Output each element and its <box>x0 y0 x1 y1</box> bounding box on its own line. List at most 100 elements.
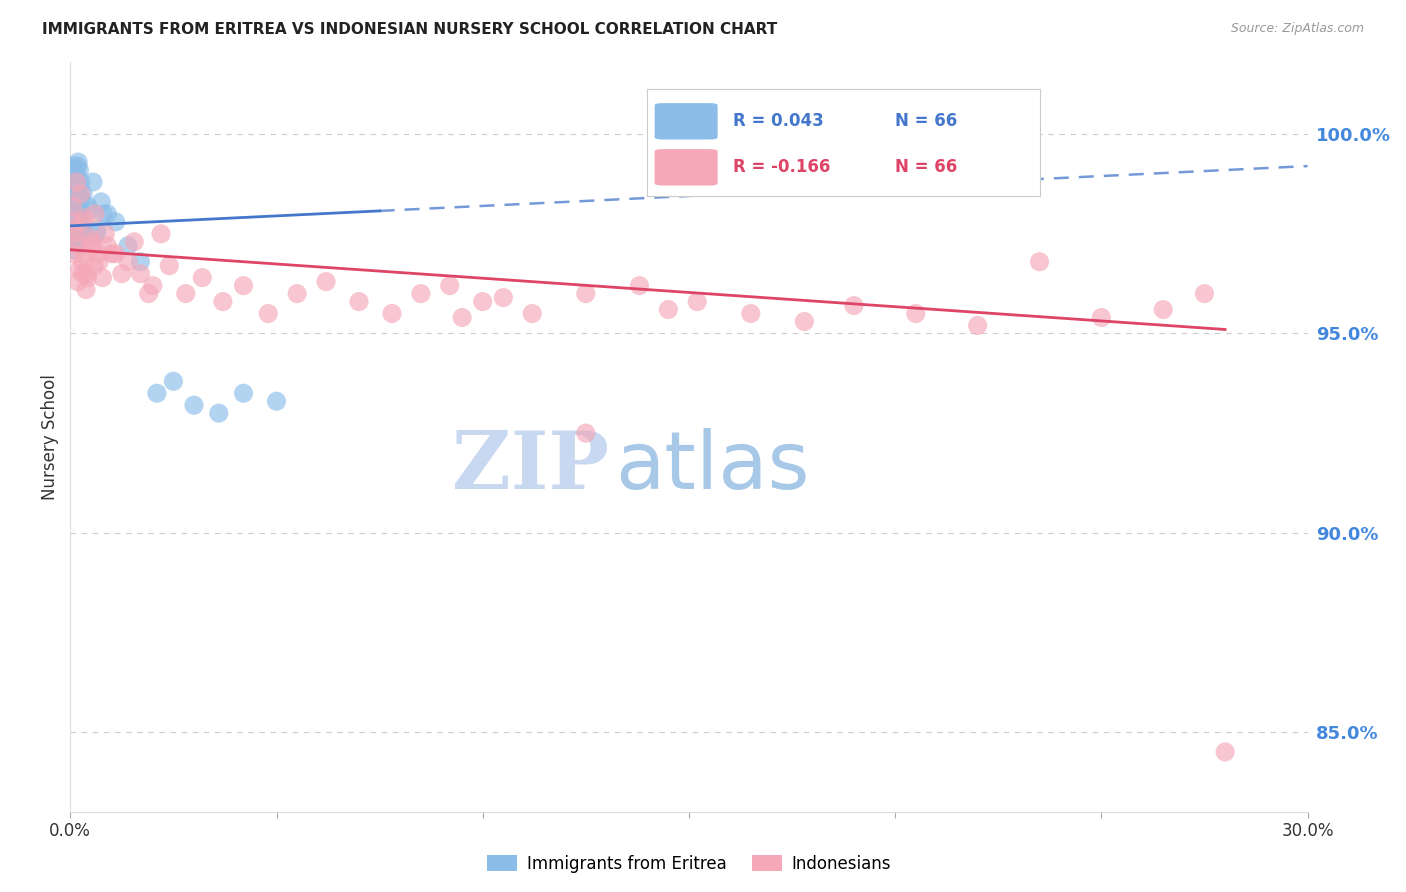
Point <box>65 215 87 229</box>
Point <box>63 227 86 241</box>
Point <box>842 299 865 313</box>
Point <box>67 179 90 194</box>
Point <box>67 163 90 178</box>
Point <box>740 306 762 320</box>
Point <box>1194 286 1216 301</box>
Point <box>66 159 89 173</box>
Point <box>96 207 118 221</box>
Point <box>904 306 927 320</box>
Point <box>628 278 651 293</box>
Point <box>63 159 86 173</box>
Point <box>62 223 84 237</box>
Point <box>1152 302 1174 317</box>
Point <box>75 283 97 297</box>
Text: Source: ZipAtlas.com: Source: ZipAtlas.com <box>1230 22 1364 36</box>
Point <box>65 163 87 178</box>
Point <box>62 243 84 257</box>
Point <box>72 267 94 281</box>
Point <box>157 259 180 273</box>
Point <box>72 254 94 268</box>
Point <box>232 386 254 401</box>
Point <box>91 207 114 221</box>
Point <box>60 215 83 229</box>
Point <box>347 294 370 309</box>
Point <box>60 207 83 221</box>
Point <box>69 194 91 209</box>
Point <box>66 183 89 197</box>
Point <box>82 239 104 253</box>
Text: N = 66: N = 66 <box>894 112 957 130</box>
Point <box>90 194 112 209</box>
Point <box>84 227 107 241</box>
Point <box>117 239 139 253</box>
Point <box>76 199 98 213</box>
Point <box>82 175 104 189</box>
Point <box>100 246 122 260</box>
Point <box>67 211 90 225</box>
Point <box>138 286 160 301</box>
Point <box>966 318 988 333</box>
Point <box>70 219 93 233</box>
Point <box>89 254 111 268</box>
Point <box>65 175 87 189</box>
Point <box>66 183 89 197</box>
Point <box>60 223 83 237</box>
Point <box>63 207 86 221</box>
Point <box>76 270 98 285</box>
Point <box>69 186 91 201</box>
FancyBboxPatch shape <box>655 103 717 139</box>
Point <box>70 215 93 229</box>
Point <box>1213 745 1236 759</box>
Point <box>183 398 205 412</box>
Point <box>66 171 89 186</box>
Point <box>575 286 598 301</box>
Point <box>77 202 100 217</box>
Point <box>72 223 94 237</box>
Legend: Immigrants from Eritrea, Indonesians: Immigrants from Eritrea, Indonesians <box>479 848 898 880</box>
Point <box>117 254 139 268</box>
Point <box>142 278 165 293</box>
Point <box>66 183 89 197</box>
Point <box>65 235 87 249</box>
FancyBboxPatch shape <box>655 149 717 186</box>
Point <box>451 310 474 325</box>
Point <box>65 167 87 181</box>
Point <box>104 246 127 260</box>
Point <box>522 306 544 320</box>
Point <box>471 294 494 309</box>
Point <box>122 235 145 249</box>
Point <box>63 167 86 181</box>
Point <box>69 211 91 225</box>
Point <box>73 211 96 225</box>
Text: atlas: atlas <box>614 428 808 506</box>
Point <box>439 278 461 293</box>
Point <box>315 275 337 289</box>
Point <box>60 199 83 213</box>
Point <box>191 270 214 285</box>
Point <box>80 235 103 249</box>
Point <box>67 262 90 277</box>
Point <box>75 231 97 245</box>
Point <box>65 215 87 229</box>
Point <box>76 267 98 281</box>
Point <box>62 199 84 213</box>
Point <box>63 191 86 205</box>
Point <box>104 215 127 229</box>
Point <box>91 270 114 285</box>
Point <box>69 191 91 205</box>
Point <box>381 306 404 320</box>
Point <box>208 406 231 420</box>
Point <box>86 223 108 237</box>
Point <box>174 286 197 301</box>
Y-axis label: Nursery School: Nursery School <box>41 374 59 500</box>
Point <box>111 267 134 281</box>
Point <box>70 175 93 189</box>
Point <box>257 306 280 320</box>
Text: N = 66: N = 66 <box>894 159 957 177</box>
Point <box>62 179 84 194</box>
Point <box>285 286 308 301</box>
Point <box>62 227 84 241</box>
Point <box>62 171 84 186</box>
Point <box>66 194 89 209</box>
Point <box>65 223 87 237</box>
